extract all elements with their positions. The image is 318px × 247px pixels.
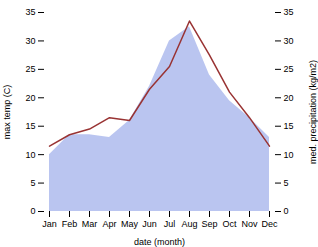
- svg-text:May: May: [121, 219, 139, 229]
- svg-text:15: 15: [25, 121, 35, 131]
- svg-text:30: 30: [284, 36, 294, 46]
- svg-text:Dec: Dec: [261, 219, 278, 229]
- svg-text:max temp (C): max temp (C): [2, 85, 12, 140]
- svg-text:5: 5: [284, 178, 289, 188]
- svg-text:0: 0: [30, 206, 35, 216]
- svg-text:35: 35: [284, 7, 294, 17]
- svg-text:25: 25: [25, 64, 35, 74]
- svg-text:20: 20: [284, 93, 294, 103]
- svg-text:30: 30: [25, 36, 35, 46]
- svg-text:35: 35: [25, 7, 35, 17]
- svg-text:Oct: Oct: [222, 219, 237, 229]
- svg-text:Jul: Jul: [164, 219, 176, 229]
- svg-text:15: 15: [284, 121, 294, 131]
- svg-text:25: 25: [284, 64, 294, 74]
- svg-text:Nov: Nov: [241, 219, 258, 229]
- svg-text:10: 10: [284, 150, 294, 160]
- svg-text:10: 10: [25, 150, 35, 160]
- svg-text:Jun: Jun: [142, 219, 157, 229]
- svg-text:Aug: Aug: [181, 219, 197, 229]
- svg-text:20: 20: [25, 93, 35, 103]
- svg-text:0: 0: [284, 206, 289, 216]
- svg-text:Mar: Mar: [82, 219, 98, 229]
- svg-text:Jan: Jan: [42, 219, 57, 229]
- svg-text:Sep: Sep: [201, 219, 217, 229]
- svg-text:date (month): date (month): [134, 237, 185, 247]
- svg-text:Apr: Apr: [102, 219, 116, 229]
- svg-text:med. precipitation (kg/m2): med. precipitation (kg/m2): [308, 60, 318, 164]
- svg-text:5: 5: [30, 178, 35, 188]
- svg-text:Feb: Feb: [62, 219, 78, 229]
